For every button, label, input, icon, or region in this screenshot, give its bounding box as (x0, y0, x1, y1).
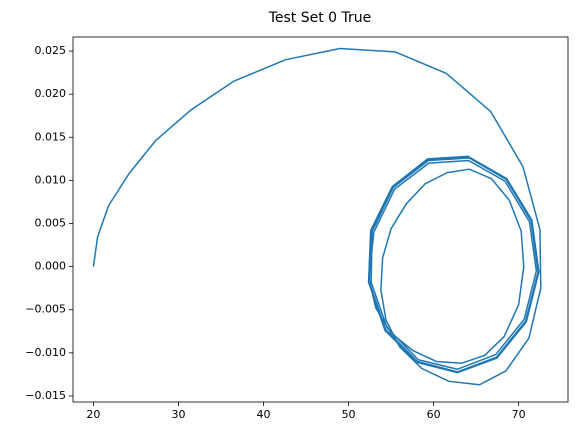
x-tick-label: 50 (342, 408, 356, 421)
y-tick-label: 0.015 (35, 130, 67, 143)
x-tick-label: 20 (86, 408, 100, 421)
x-tick-label: 70 (512, 408, 526, 421)
plot-frame (72, 36, 569, 403)
y-tick-label: 0.020 (35, 87, 67, 100)
x-tick-label: 40 (257, 408, 271, 421)
chart-title: Test Set 0 True (268, 10, 372, 26)
y-tick-label: −0.005 (25, 303, 66, 316)
x-tick-label: 60 (427, 408, 441, 421)
y-tick-label: 0.005 (35, 217, 67, 230)
y-tick-label: 0.000 (35, 260, 67, 273)
y-tick-label: 0.025 (35, 44, 67, 57)
y-tick-label: 0.010 (35, 173, 67, 186)
data-line (92, 47, 542, 386)
x-tick-label: 30 (171, 408, 185, 421)
y-tick-label: −0.010 (25, 346, 66, 359)
y-tick-label: −0.015 (25, 389, 66, 402)
